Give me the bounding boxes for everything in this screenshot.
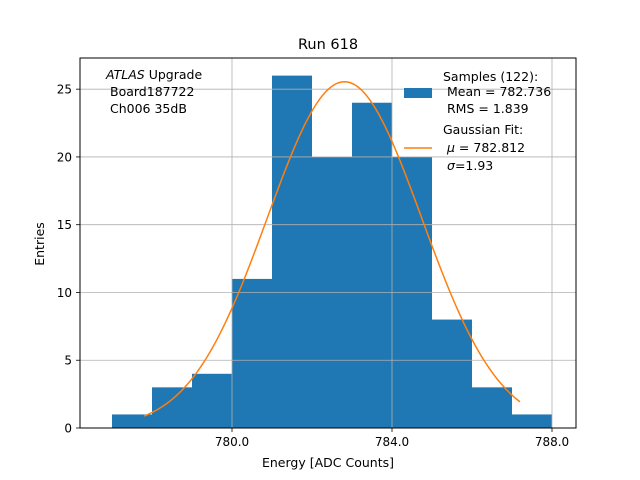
legend-hist-title: Samples (122): <box>443 69 538 84</box>
legend-hist-rms: RMS = 1.839 <box>447 101 529 116</box>
legend-sigma-symbol: σ <box>447 158 456 173</box>
histogram-bar <box>432 319 472 428</box>
histogram-bar <box>272 75 312 428</box>
axes-frame <box>79 57 577 429</box>
chart-title: Run 618 <box>298 37 358 53</box>
annotation-channel: Ch006 35dB <box>110 101 187 116</box>
legend-fit-title: Gaussian Fit: <box>443 122 523 137</box>
x-tick-label: 788.0 <box>535 435 569 449</box>
x-tick-label: 780.0 <box>215 435 249 449</box>
fit-layer <box>143 80 521 417</box>
gaussian-fit-curve <box>143 80 521 417</box>
legend-mu-value: = 782.812 <box>455 140 525 155</box>
legend: Samples (122): Mean = 782.736 RMS = 1.83… <box>404 69 551 173</box>
histogram-bar <box>352 102 392 428</box>
histogram-bar <box>192 373 232 428</box>
annotation-board: Board187722 <box>110 84 194 99</box>
y-tick-label: 5 <box>64 354 72 368</box>
histogram-bar <box>512 414 552 428</box>
y-axis-label: Entries <box>32 222 47 266</box>
legend-hist-mean: Mean = 782.736 <box>447 84 551 99</box>
x-axis-label: Energy [ADC Counts] <box>262 455 394 470</box>
x-tick-label: 784.0 <box>375 435 409 449</box>
y-tick-label: 20 <box>57 150 72 164</box>
ticks-layer: 780.0 784.0 788.0 0 5 10 15 20 25 <box>57 83 569 449</box>
legend-hist-patch <box>404 88 432 98</box>
legend-sigma-value: =1.93 <box>455 158 493 173</box>
histogram-bar <box>152 387 192 428</box>
legend-mu-symbol: μ <box>446 140 455 155</box>
legend-fit-sigma: σ=1.93 <box>447 158 493 173</box>
histogram-bar <box>472 387 512 428</box>
annotation-upgrade: Upgrade <box>145 67 203 82</box>
y-tick-label: 10 <box>57 286 72 300</box>
legend-fit-mu: μ = 782.812 <box>446 140 525 155</box>
y-tick-label: 0 <box>64 422 72 436</box>
atlas-annotation: ATLAS Upgrade Board187722 Ch006 35dB <box>105 67 202 116</box>
y-tick-label: 25 <box>57 83 72 97</box>
histogram-bar <box>232 278 272 428</box>
annotation-line-1: ATLAS Upgrade <box>105 67 202 82</box>
y-tick-label: 15 <box>57 218 72 232</box>
histogram-bar <box>112 414 152 428</box>
annotation-atlas: ATLAS <box>105 67 145 82</box>
